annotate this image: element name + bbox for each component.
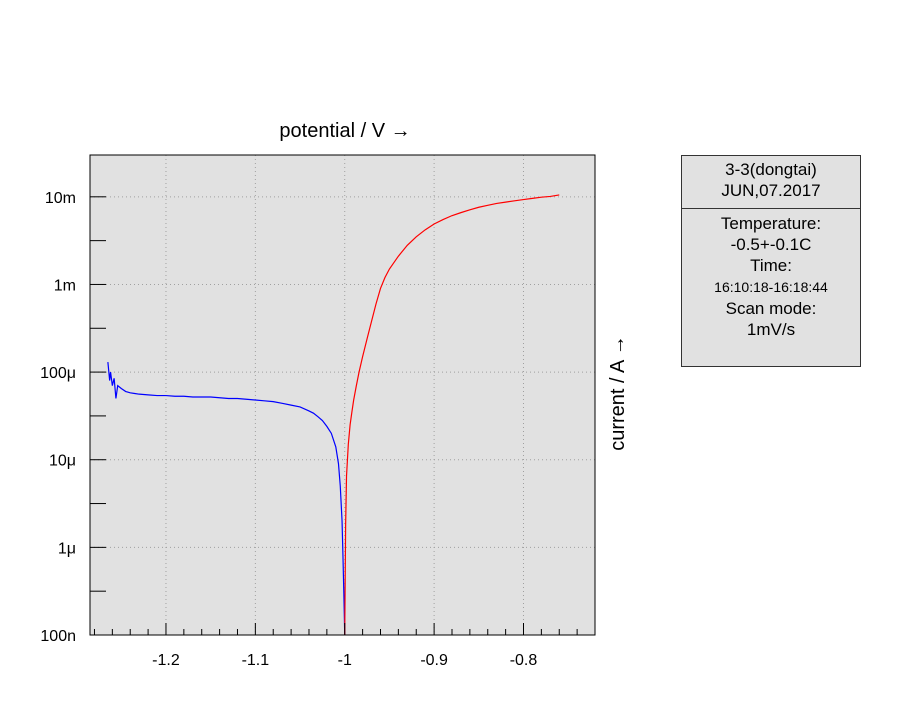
y-tick-label: 1μ [58, 540, 76, 557]
scan-mode-label: Scan mode: [725, 299, 817, 318]
x-tick-label: -0.9 [420, 652, 448, 669]
y-tick-label: 1m [54, 277, 76, 294]
time-label: Time: [750, 256, 792, 275]
time-value: 16:10:18-16:18:44 [714, 279, 828, 295]
info-legend-box: 3-3(dongtai) JUN,07.2017 Temperature: -0… [681, 155, 861, 367]
info-box-header: 3-3(dongtai) JUN,07.2017 [682, 156, 860, 209]
temperature-value: -0.5+-0.1C [730, 235, 812, 254]
x-tick-label: -1 [338, 652, 352, 669]
plot-frame [89, 154, 596, 636]
y-tick-label: 10μ [49, 453, 76, 470]
x-axis-title: potential / V → [279, 120, 410, 142]
series-cathodic-line [107, 362, 346, 636]
x-tick-label: -1.2 [152, 652, 180, 669]
x-tick-label: -1.1 [242, 652, 270, 669]
axis-layer: -1.2 -1.1 -1 -0.9 -0.8 100n 1μ 10μ 100μ 1m 10m [40, 190, 596, 669]
y-tick-label: 100n [40, 628, 76, 645]
y-tick-label: 100μ [40, 365, 76, 382]
temperature-label: Temperature: [720, 214, 822, 233]
x-tick-label: -0.8 [510, 652, 538, 669]
y-tick-label: 10m [45, 190, 76, 207]
y-axis-title: current / A → [607, 335, 629, 451]
info-date: JUN,07.2017 [721, 181, 821, 200]
info-title: 3-3(dongtai) [725, 160, 817, 179]
series-layer [107, 194, 560, 636]
series-anodic-line [344, 194, 560, 636]
info-box-body: Temperature: -0.5+-0.1C Time: 16:10:18-1… [682, 209, 860, 340]
scan-mode-value: 1mV/s [746, 320, 796, 339]
